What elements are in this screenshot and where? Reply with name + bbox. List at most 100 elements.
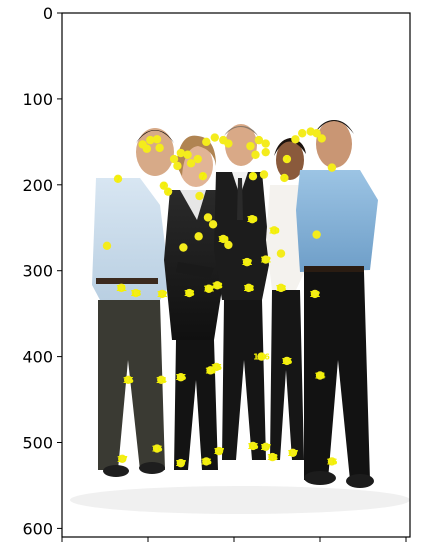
keypoint-marker	[152, 444, 162, 453]
keypoint-label: 12	[260, 256, 271, 265]
keypoint-marker	[251, 150, 260, 159]
keypoint-marker	[259, 170, 269, 179]
keypoint-marker	[176, 148, 186, 158]
keypoint-label: 17	[117, 455, 128, 464]
keypoint-marker	[288, 448, 298, 458]
keypoint-marker	[276, 283, 286, 293]
keypoint-label: 7	[165, 188, 171, 197]
y-tick-label: 0	[43, 4, 53, 23]
keypoint-marker	[124, 375, 133, 384]
keypoint-label: 14	[314, 372, 326, 381]
keypoint-label: 13	[184, 289, 195, 298]
keypoint-label: 7	[284, 155, 290, 164]
keypoint-label: 15	[175, 373, 187, 382]
keypoint-marker	[219, 234, 228, 244]
keypoint-label: 13	[212, 281, 223, 290]
keypoint-marker	[327, 163, 337, 172]
keypoint-marker	[224, 240, 233, 250]
keypoint-marker	[280, 173, 289, 183]
keypoint-marker	[213, 281, 222, 290]
keypoint-marker	[169, 154, 179, 164]
keypoint-label: 15	[123, 376, 135, 385]
keypoint-label: 17	[260, 443, 271, 452]
keypoint-marker	[195, 191, 204, 201]
keypoint-marker	[173, 161, 182, 171]
keypoint-label: 13	[275, 284, 286, 293]
keypoint-marker	[210, 133, 219, 142]
keypoint-marker	[163, 187, 173, 196]
y-tick-label: 300	[22, 262, 53, 281]
keypoint-label: 11	[116, 284, 128, 293]
keypoint-marker	[248, 172, 258, 181]
keypoint-marker	[268, 452, 277, 462]
keypoint-marker	[261, 255, 270, 264]
keypoint-marker	[246, 141, 255, 151]
keypoint-marker	[276, 249, 286, 258]
keypoint-marker	[146, 135, 155, 145]
keypoint-marker	[142, 144, 152, 153]
y-tick-label: 400	[22, 348, 53, 367]
keypoint-marker	[298, 129, 307, 138]
keypoint-marker	[254, 135, 264, 145]
keypoint-marker	[327, 457, 337, 466]
keypoint-marker	[261, 139, 270, 148]
keypoint-marker	[152, 135, 162, 144]
keypoint-marker	[159, 181, 169, 190]
keypoint-label: 7	[115, 175, 121, 184]
keypoint-marker	[176, 458, 186, 468]
keypoint-label: 10	[269, 226, 281, 235]
keypoint-marker	[282, 356, 292, 366]
keypoint-label: 10	[247, 215, 259, 224]
keypoint-label: 16	[201, 457, 213, 466]
keypoint-marker	[310, 289, 320, 299]
keypoint-marker	[102, 241, 112, 250]
keypoint-label: 15	[281, 357, 293, 366]
keypoint-label: 12	[309, 290, 320, 299]
keypoint-marker	[157, 289, 167, 299]
keypoint-marker	[113, 174, 123, 183]
keypoint-marker	[257, 352, 266, 361]
keypoint-marker	[204, 284, 214, 293]
keypoint-marker	[202, 457, 211, 466]
keypoint-marker	[261, 147, 270, 157]
keypoint-marker	[242, 257, 252, 267]
keypoint-marker	[157, 375, 166, 384]
y-tick-label: 500	[22, 434, 53, 453]
person-left-light-shirt	[92, 128, 174, 477]
keypoint-marker	[186, 159, 196, 168]
keypoint-label: 15	[211, 363, 223, 372]
keypoint-label: 14	[156, 376, 168, 385]
keypoint-marker	[202, 137, 211, 147]
keypoint-marker	[212, 362, 221, 372]
keypoint-marker	[214, 446, 224, 456]
keypoint-marker	[312, 129, 321, 138]
keypoint-marker	[312, 230, 321, 239]
keypoint-label: 17	[175, 459, 186, 468]
keypoint-marker	[117, 283, 126, 293]
keypoint-label: 7	[250, 172, 256, 181]
keypoint-label: 10	[218, 235, 230, 244]
keypoint-label: 17	[287, 449, 298, 458]
person-man-center-suit	[214, 124, 270, 460]
keypoint-marker	[317, 134, 326, 143]
y-tick-label: 200	[22, 176, 53, 195]
keypoint-marker	[248, 441, 258, 451]
keypoint-label: 16	[247, 442, 259, 451]
keypoint-marker	[203, 213, 213, 222]
keypoint-marker	[183, 150, 192, 159]
keypoint-label: 146	[253, 353, 270, 362]
keypoint-label: 7	[282, 174, 288, 183]
keypoint-marker	[118, 454, 127, 464]
keypoint-label: 16	[151, 445, 163, 454]
keypoint-marker	[176, 373, 186, 382]
keypoint-label: 12	[157, 290, 168, 299]
keypoint-marker	[315, 371, 325, 380]
y-axis: 0 100 200 300 400 500 600	[22, 4, 62, 538]
keypoint-marker	[179, 243, 188, 252]
keypoint-label: 12	[203, 285, 214, 294]
keypoint-label: 14	[205, 366, 217, 375]
keypoint-label: 7	[200, 172, 206, 181]
keypoint-label: 13	[130, 289, 141, 298]
photo-background	[62, 13, 410, 537]
